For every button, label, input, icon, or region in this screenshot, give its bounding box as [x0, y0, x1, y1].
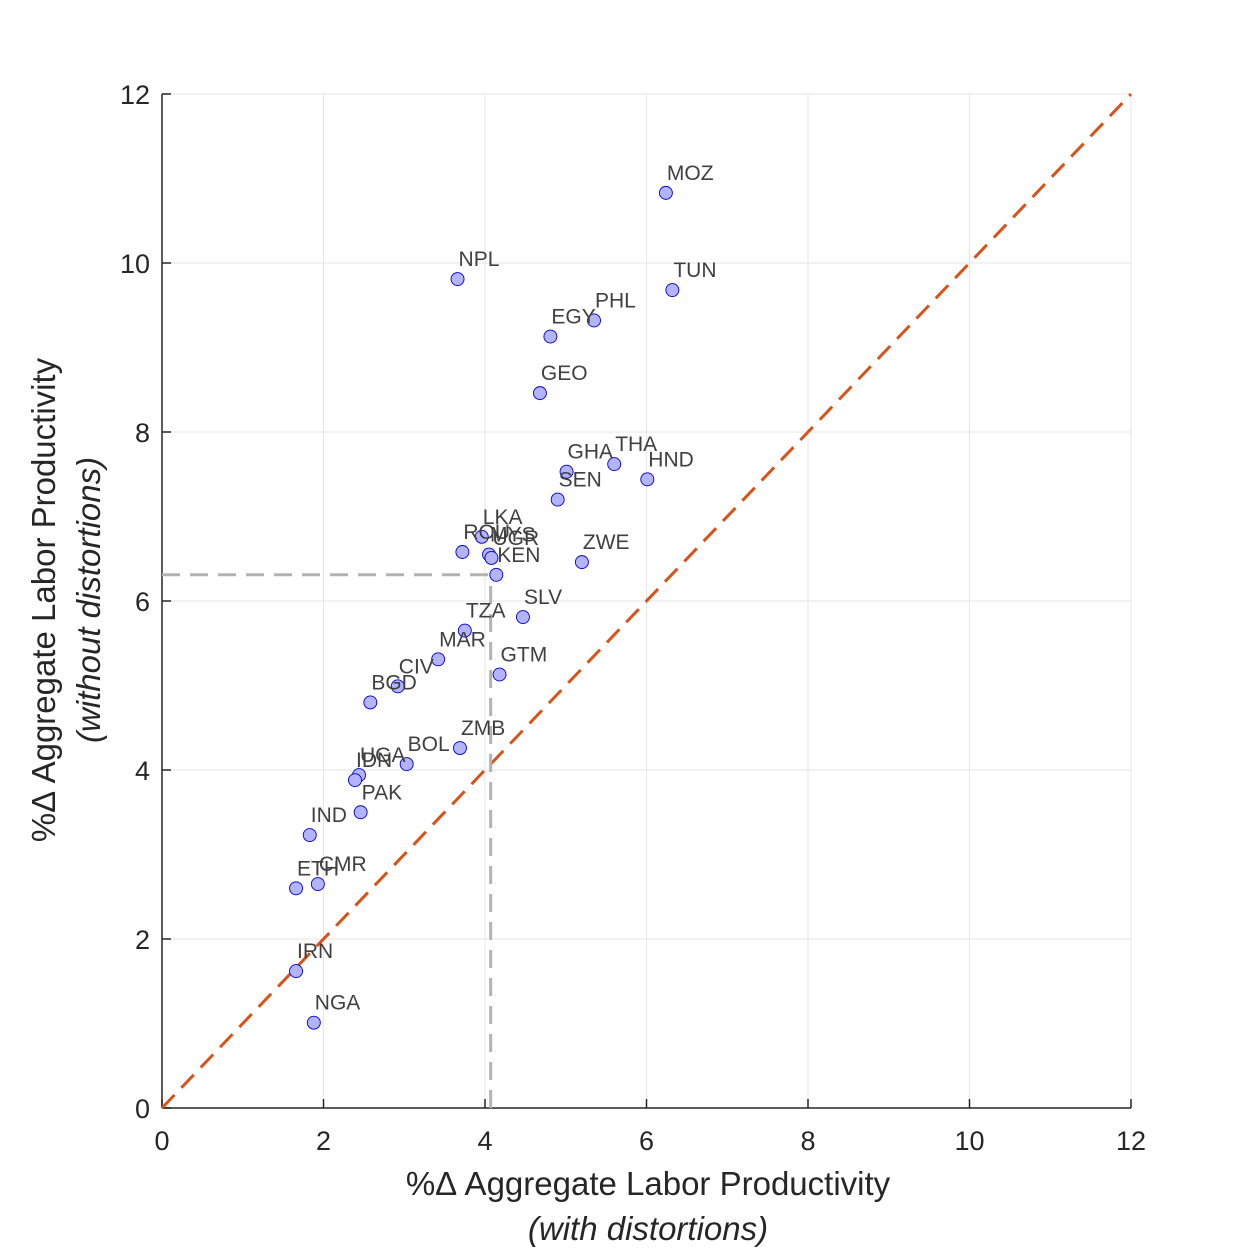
data-point	[607, 457, 622, 472]
point-label: ZMB	[461, 717, 505, 740]
data-points	[289, 185, 680, 1030]
data-point	[543, 329, 558, 344]
x-tick-label: 12	[1116, 1126, 1146, 1156]
y-axis-sublabel: (without distortions)	[70, 457, 107, 743]
data-point	[289, 964, 303, 979]
data-point	[457, 623, 472, 638]
diagonal-reference-line	[160, 92, 1133, 1110]
point-label: BOL	[408, 733, 450, 756]
point-label: PHL	[595, 289, 636, 312]
data-point	[363, 695, 378, 710]
point-label: BGD	[371, 671, 417, 694]
data-point	[306, 1015, 321, 1030]
point-label: LKA	[483, 506, 523, 529]
point-label: ROU	[463, 521, 510, 544]
data-point	[310, 877, 325, 892]
point-label: GTM	[501, 644, 548, 667]
data-point	[532, 386, 547, 401]
point-label: KEN	[497, 544, 540, 567]
point-label: MAR	[439, 628, 486, 651]
y-tick-label: 6	[135, 587, 150, 617]
y-tick-label: 12	[120, 80, 150, 110]
y-tick-label: 8	[135, 418, 150, 448]
x-axis-label: %Δ Aggregate Labor Productivity	[406, 1165, 891, 1202]
point-label: IRN	[297, 940, 333, 963]
data-point	[455, 545, 470, 559]
data-point	[390, 679, 405, 694]
y-tick-label: 4	[135, 756, 150, 786]
data-point	[453, 741, 467, 755]
point-label: MYS	[490, 524, 536, 547]
reference-lines	[160, 92, 1133, 1110]
data-point	[658, 185, 673, 200]
x-tick-label: 0	[154, 1126, 169, 1156]
point-label: NGA	[315, 992, 361, 1015]
point-label: UGA	[360, 744, 406, 767]
point-label: THA	[615, 433, 657, 456]
point-label: IND	[311, 804, 347, 827]
data-point	[665, 283, 680, 297]
point-label: CMR	[319, 853, 367, 876]
data-point	[474, 529, 489, 544]
point-label: GHA	[568, 441, 614, 464]
grid	[161, 93, 1132, 1109]
point-label: HND	[648, 448, 694, 471]
point-label: SLV	[524, 586, 562, 609]
point-label: ETH	[297, 857, 339, 880]
x-tick-label: 6	[639, 1126, 654, 1156]
y-tick-label: 2	[135, 925, 150, 955]
data-point	[399, 757, 414, 772]
data-point	[640, 472, 655, 487]
point-label: IDN	[356, 749, 392, 772]
data-point	[484, 550, 499, 565]
data-point	[348, 773, 362, 788]
data-point	[431, 652, 446, 667]
point-label: ZWE	[583, 531, 630, 554]
point-label: EGY	[551, 306, 595, 329]
y-tick-label: 10	[120, 249, 150, 279]
point-label: TUN	[673, 259, 716, 282]
data-point	[587, 313, 601, 328]
y-tick-label: 0	[135, 1094, 150, 1124]
y-axis-label: %Δ Aggregate Labor Productivity	[25, 357, 62, 842]
data-point	[302, 828, 317, 843]
x-tick-label: 10	[954, 1126, 984, 1156]
x-tick-label: 4	[477, 1126, 492, 1156]
tick-labels: 0 2 4 6 8 10 12 0 2 4 6 8 10 12	[120, 80, 1146, 1156]
point-label: CIV	[399, 655, 434, 678]
x-axis-sublabel: (with distortions)	[528, 1210, 768, 1247]
point-label: PAK	[362, 781, 402, 804]
data-point	[289, 881, 303, 896]
data-point	[353, 805, 368, 820]
point-label: UGR	[492, 527, 539, 550]
point-label: TZA	[466, 600, 506, 623]
x-tick-label: 8	[800, 1126, 815, 1156]
data-point	[489, 567, 504, 582]
data-point	[574, 555, 589, 570]
point-label: SEN	[559, 469, 602, 492]
point-label: NPL	[459, 248, 500, 271]
data-point	[450, 272, 465, 287]
data-point	[492, 667, 507, 682]
data-point	[516, 610, 530, 625]
data-point	[550, 492, 565, 507]
data-point	[559, 464, 574, 479]
point-label: GEO	[541, 362, 588, 385]
x-tick-label: 2	[316, 1126, 331, 1156]
point-label: MOZ	[667, 162, 714, 185]
